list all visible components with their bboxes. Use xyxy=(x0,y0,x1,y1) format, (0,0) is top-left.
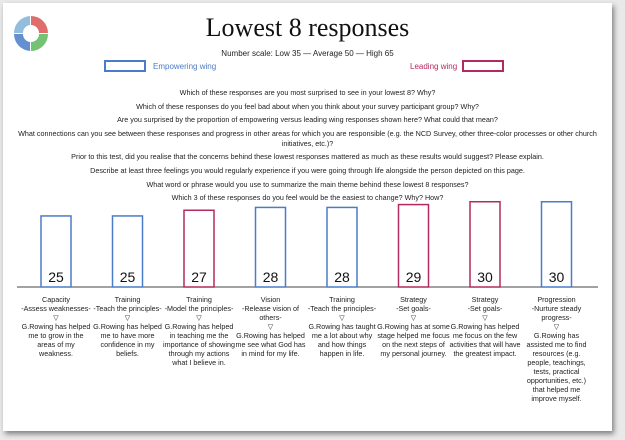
category-statement: G.Rowing has taught me a lot about why a… xyxy=(308,322,376,358)
legend-swatch-empowering xyxy=(104,60,146,72)
category-sub: -Set goals- xyxy=(467,304,503,313)
category-sep: ▽ xyxy=(267,322,274,331)
bar-value-label-8: 30 xyxy=(549,269,565,285)
category-name: Strategy xyxy=(471,295,499,304)
category-name: Progression xyxy=(537,295,576,304)
category-statement: G.Rowing has assisted me to find resourc… xyxy=(526,331,587,403)
category-statement: G.Rowing has helped me to have more conf… xyxy=(93,322,162,358)
question-5: Prior to this test, did you realise that… xyxy=(71,152,544,162)
category-statement: G.Rowing has helped me see what God has … xyxy=(235,331,306,358)
category-label-6: Strategy -Set goals- ▽ G.Rowing has at some… xyxy=(377,295,450,358)
category-name: Training xyxy=(114,295,141,304)
category-sep: ▽ xyxy=(124,313,131,322)
category-sub: -Teach the principles- xyxy=(307,304,377,313)
category-sub: -Assess weaknesses- xyxy=(21,304,91,313)
category-label-5: Training -Teach the principles- ▽ G.Rowing … xyxy=(306,295,379,358)
bar-value-label-4: 28 xyxy=(263,269,279,285)
category-sep: ▽ xyxy=(53,313,59,322)
category-sep: ▽ xyxy=(410,313,417,322)
question-3: Are you surprised by the proportion of e… xyxy=(117,115,498,125)
bar-1 xyxy=(40,215,72,288)
question-1: Which of these responses are you most su… xyxy=(179,88,436,97)
bar-value-label-3: 27 xyxy=(191,269,207,285)
bar-value-label-6: 29 xyxy=(406,269,422,285)
bar-value-label-7: 30 xyxy=(477,269,493,285)
category-label-1: Capacity -Assess weaknesses- ▽ G.Rowing has… xyxy=(20,295,93,358)
category-label-4: Vision -Release vision of others- ▽ G.Rowin… xyxy=(234,295,307,358)
bar-5 xyxy=(326,206,358,288)
bar-value-label-1: 25 xyxy=(48,269,64,285)
page-title: Lowest 8 responses xyxy=(205,13,410,42)
category-sep: ▽ xyxy=(339,313,345,322)
question-8: Which 3 of these responses do you feel w… xyxy=(171,193,444,203)
category-sub: -Teach the principles- xyxy=(93,304,162,313)
logo-icon xyxy=(13,16,48,51)
category-sub: -Nurture steady progress- xyxy=(531,304,582,322)
question-2: Which of these responses do you feel bad… xyxy=(136,101,479,111)
question-7: What word or phrase would you use to sum… xyxy=(146,179,469,189)
category-label-7: Strategy -Set goals- ▽ G.Rowing has helped … xyxy=(449,295,522,358)
category-sub: -Model the principles- xyxy=(164,304,234,313)
bar-chart: 25 25 27 28 28 29 30 30 xyxy=(17,200,598,288)
bar-7 xyxy=(469,200,501,288)
category-sep: ▽ xyxy=(553,322,560,331)
category-name: Strategy xyxy=(400,295,427,304)
category-statement: G.Rowing has helped in teaching me the i… xyxy=(163,322,235,367)
category-name: Vision xyxy=(260,295,281,304)
category-sub: -Release vision of others- xyxy=(241,304,300,322)
bar-3 xyxy=(183,209,215,288)
bar-8 xyxy=(540,200,573,288)
category-label-8: Progression -Nurture steady progress- ▽ G.R… xyxy=(520,295,593,403)
category-statement: G.Rowing has helped me focus on the few … xyxy=(449,322,521,358)
report-page: Lowest 8 responses Number scale: Low 35 … xyxy=(3,3,612,431)
question-4: What connections can you see between the… xyxy=(18,129,597,148)
category-statement: G.Rowing has helped me to grow in the ar… xyxy=(21,322,91,358)
bar-value-label-5: 28 xyxy=(334,269,350,285)
reflection-questions: Which of these responses are you most su… xyxy=(13,88,602,207)
category-name: Training xyxy=(186,295,212,304)
category-statement: G.Rowing has at some stage helped me foc… xyxy=(377,322,450,358)
bar-6 xyxy=(397,203,430,288)
legend-label-leading: Leading wing xyxy=(410,62,458,71)
category-label-2: Training -Teach the principles- ▽ G.Rowing … xyxy=(91,295,164,358)
legend-swatch-leading xyxy=(462,60,504,72)
question-6: Describe at least three feelings you wou… xyxy=(90,165,525,175)
category-label-3: Training -Model the principles- ▽ G.Rowing … xyxy=(163,295,236,367)
bar-2 xyxy=(111,215,144,288)
number-scale: Number scale: Low 35 — Average 50 — High… xyxy=(221,49,394,58)
bar-4 xyxy=(254,206,287,288)
bar-value-label-2: 25 xyxy=(120,269,136,285)
category-name: Capacity xyxy=(42,295,70,304)
category-sep: ▽ xyxy=(196,313,202,322)
legend-label-empowering: Empowering wing xyxy=(153,62,217,71)
category-sub: -Set goals- xyxy=(396,304,431,313)
category-name: Training xyxy=(329,295,355,304)
category-sep: ▽ xyxy=(482,313,488,322)
